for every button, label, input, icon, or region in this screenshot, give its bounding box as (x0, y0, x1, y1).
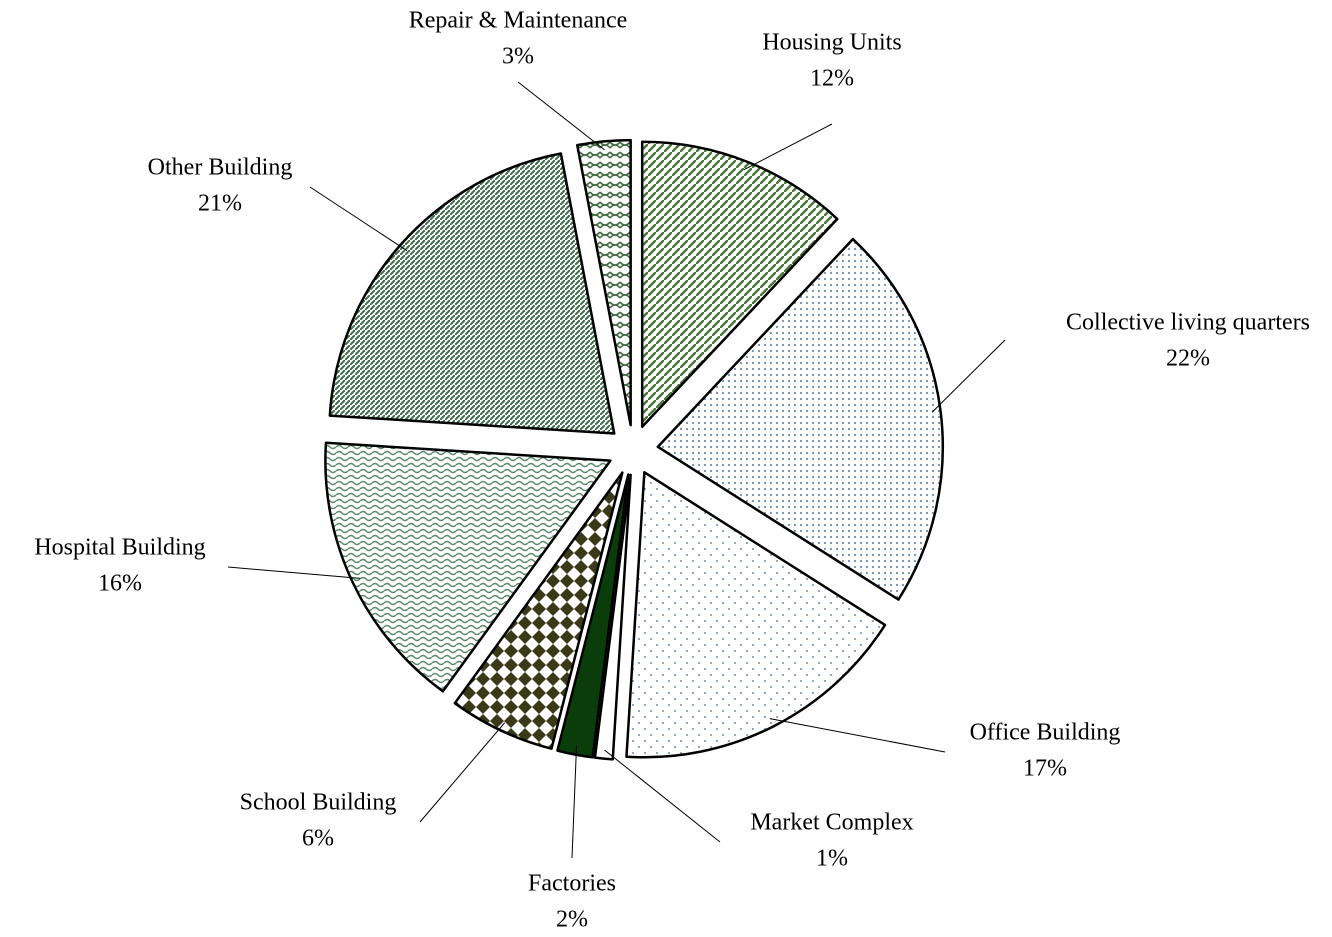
slice-label: Hospital Building (34, 535, 205, 561)
slice-label: Market Complex (750, 810, 913, 836)
leader-line (571, 746, 578, 859)
pie-slice (328, 152, 616, 435)
pie-slice (625, 471, 887, 759)
leader-line (517, 81, 605, 151)
pie-slice (556, 473, 630, 759)
slice-label: Repair & Maintenance (409, 8, 628, 34)
leader-line (309, 186, 408, 252)
pie-slice (324, 441, 612, 693)
leader-line (769, 718, 946, 753)
pie-slice (593, 473, 632, 761)
pie-slice (656, 237, 945, 601)
leader-line (227, 566, 361, 579)
slice-value-label: 17% (1023, 756, 1067, 782)
leader-line (931, 339, 1006, 413)
pie-slice (575, 138, 632, 427)
slice-value-label: 12% (810, 66, 854, 92)
slice-value-label: 21% (198, 191, 242, 217)
pie-slice (453, 471, 624, 750)
leader-line (419, 722, 506, 823)
leader-line (604, 749, 721, 843)
slice-value-label: 6% (302, 826, 334, 852)
slice-value-label: 3% (502, 44, 534, 70)
slice-value-label: 16% (98, 571, 142, 597)
slice-value-label: 1% (816, 846, 848, 872)
slice-label: Other Building (148, 155, 293, 181)
slice-label: Factories (528, 871, 616, 897)
slice-value-label: 22% (1166, 346, 1210, 372)
pie-slice (640, 140, 839, 429)
slice-label: Housing Units (762, 30, 901, 56)
slice-label: Collective living quarters (1066, 310, 1310, 336)
slice-value-label: 2% (556, 907, 588, 933)
slice-label: Office Building (970, 720, 1121, 746)
leader-line (743, 123, 833, 171)
slice-label: School Building (240, 790, 397, 816)
